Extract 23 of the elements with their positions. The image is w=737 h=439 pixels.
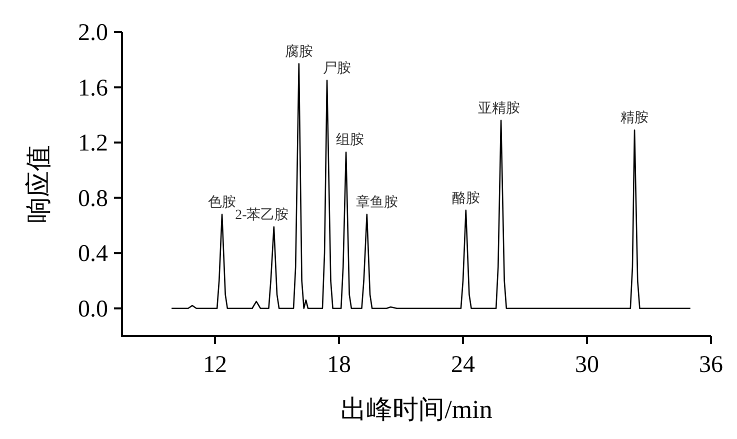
annotation: 酪胺: [452, 190, 480, 206]
y-tick-label: 2.0: [78, 20, 108, 46]
x-tick-label: 12: [203, 352, 227, 378]
x-tick-label: 18: [327, 352, 351, 378]
y-tick-label: 1.2: [78, 130, 108, 157]
y-tick-label: 0.0: [78, 296, 108, 322]
y-tick-label: 1.6: [78, 75, 108, 102]
x-axis-title: 出峰时间/min: [340, 395, 492, 424]
x-tick-label: 24: [451, 352, 475, 378]
annotation: 2-苯乙胺: [235, 206, 289, 223]
annotation: 亚精胺: [478, 100, 520, 116]
y-axis-title: 响应值: [24, 145, 53, 223]
y-tick-label: 0.8: [78, 186, 108, 212]
annotation: 色胺: [208, 194, 236, 210]
annotation: 腐胺: [284, 44, 313, 60]
annotation: 尸胺: [323, 60, 352, 76]
annotation: 组胺: [336, 132, 364, 148]
x-tick-label: 30: [575, 352, 599, 378]
annotation: 章鱼胺: [356, 194, 398, 210]
annotation: 精胺: [620, 110, 649, 126]
x-tick-label: 36: [699, 352, 723, 378]
line-series: [170, 63, 691, 310]
y-tick-label: 0.4: [78, 241, 108, 268]
